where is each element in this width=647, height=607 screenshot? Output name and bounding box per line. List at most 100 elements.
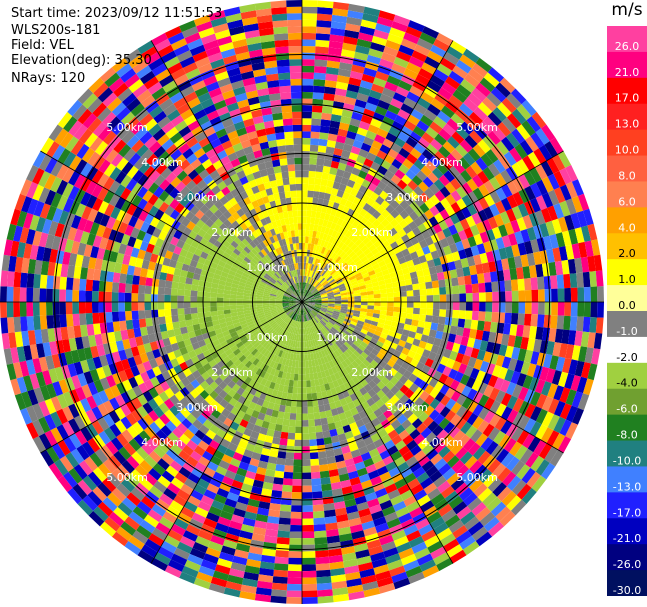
range-gate-cell xyxy=(348,233,356,241)
range-gate-cell xyxy=(473,338,482,350)
range-gate-cell xyxy=(511,205,523,220)
range-gate-cell xyxy=(218,389,228,399)
range-gate-cell xyxy=(186,456,199,468)
range-gate-cell xyxy=(67,487,83,505)
range-gate-cell xyxy=(191,253,200,262)
range-gate-cell xyxy=(64,351,74,365)
range-gate-cell xyxy=(292,479,302,486)
range-gate-cell xyxy=(145,438,159,451)
range-gate-cell xyxy=(212,339,221,347)
range-gate-cell xyxy=(229,294,237,299)
range-gate-cell xyxy=(397,366,407,376)
range-gate-cell xyxy=(362,202,372,212)
range-gate-cell xyxy=(365,130,377,141)
range-gate-cell xyxy=(342,332,350,340)
range-gate-cell xyxy=(443,348,452,359)
range-gate-cell xyxy=(216,248,225,256)
range-gate-cell xyxy=(495,187,507,201)
range-gate-cell xyxy=(302,472,312,480)
range-gate-cell xyxy=(557,151,572,168)
range-gate-cell xyxy=(443,324,452,334)
range-gate-cell xyxy=(489,353,499,365)
range-gate-cell xyxy=(440,485,455,499)
range-gate-cell xyxy=(153,186,165,198)
range-gate-cell xyxy=(206,367,216,377)
range-gate-cell xyxy=(266,271,273,278)
range-gate-cell xyxy=(394,204,405,215)
range-gate-cell xyxy=(178,142,191,154)
range-gate-cell xyxy=(66,277,74,290)
range-gate-cell xyxy=(256,353,264,361)
range-gate-cell xyxy=(259,561,275,570)
range-gate-cell xyxy=(27,198,39,215)
range-gate-cell xyxy=(167,529,183,542)
range-gate-cell xyxy=(202,349,211,358)
range-gate-cell xyxy=(250,248,259,256)
range-gate-cell xyxy=(380,434,392,445)
range-gate-cell xyxy=(320,477,331,485)
range-gate-cell xyxy=(398,189,409,200)
range-gate-cell xyxy=(10,347,20,364)
range-gate-cell xyxy=(522,325,531,338)
range-gate-cell xyxy=(224,334,232,341)
range-gate-cell xyxy=(562,230,572,246)
range-gate-cell xyxy=(345,90,359,100)
range-gate-cell xyxy=(538,443,553,460)
range-gate-cell xyxy=(443,270,452,280)
range-gate-cell xyxy=(371,348,380,356)
range-gate-cell xyxy=(138,284,146,294)
range-gate-cell xyxy=(422,416,434,428)
range-gate-cell xyxy=(263,323,271,329)
range-gate-cell xyxy=(83,371,94,385)
range-gate-cell xyxy=(485,149,499,164)
range-gate-cell xyxy=(360,341,369,349)
range-gate-cell xyxy=(108,229,119,242)
range-gate-cell xyxy=(417,455,431,467)
range-gate-cell xyxy=(308,327,313,334)
range-gate-cell xyxy=(314,305,321,309)
range-gate-cell xyxy=(192,419,203,430)
range-gate-cell xyxy=(159,272,168,281)
range-gate-cell xyxy=(376,214,386,224)
range-gate-cell xyxy=(349,202,358,211)
range-gate-cell xyxy=(271,409,279,418)
range-gate-cell xyxy=(236,328,244,335)
range-gate-cell xyxy=(327,228,334,236)
range-gate-cell xyxy=(413,242,422,252)
range-gate-cell xyxy=(548,328,557,343)
range-gate-cell xyxy=(310,319,316,326)
range-gate-cell xyxy=(399,285,407,292)
range-gate-cell xyxy=(313,85,325,94)
range-gate-cell xyxy=(140,495,156,510)
range-gate-cell xyxy=(321,424,330,432)
range-gate-cell xyxy=(286,280,292,287)
range-gate-cell xyxy=(77,242,87,256)
range-gate-cell xyxy=(119,273,127,284)
range-gate-cell xyxy=(77,108,93,125)
range-gate-cell xyxy=(378,10,396,21)
range-gate-cell xyxy=(349,422,359,431)
range-gate-cell xyxy=(204,199,215,210)
range-gate-cell xyxy=(392,500,407,512)
range-gate-cell xyxy=(454,371,464,383)
range-gate-cell xyxy=(266,351,273,359)
range-gate-cell xyxy=(302,72,314,80)
range-gate-cell xyxy=(170,443,183,456)
range-gate-cell xyxy=(92,312,100,324)
range-gate-cell xyxy=(166,482,181,495)
range-gate-cell xyxy=(512,191,524,206)
range-gate-cell xyxy=(461,206,472,219)
range-gate-cell xyxy=(328,300,335,302)
range-gate-cell xyxy=(199,204,210,215)
range-gate-cell xyxy=(262,441,272,450)
range-gate-cell xyxy=(416,38,434,51)
range-gate-cell xyxy=(334,357,342,365)
range-gate-cell xyxy=(498,224,508,238)
range-gate-cell xyxy=(47,328,56,343)
range-gate-cell xyxy=(231,315,239,321)
range-gate-cell xyxy=(252,479,264,489)
range-gate-cell xyxy=(391,434,403,446)
range-gate-cell xyxy=(482,135,496,150)
range-gate-cell xyxy=(559,419,572,437)
range-gate-cell xyxy=(319,336,325,343)
